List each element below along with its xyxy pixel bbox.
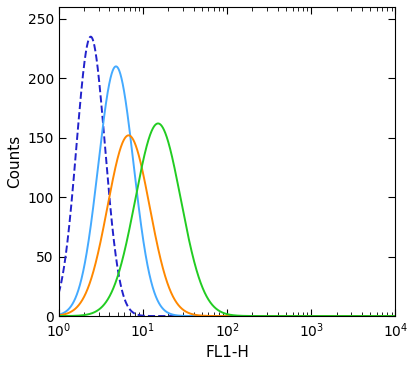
Line: Control (blue): Control (blue): [34, 37, 415, 316]
Line: Primary antibody (green): Primary antibody (green): [34, 123, 415, 316]
Isotype control (orange): [31, 314, 36, 318]
Primary antibody (green): [156, 121, 161, 126]
X-axis label: FL1-H: FL1-H: [205, 345, 249, 360]
Control (blue): [51, 304, 56, 308]
Isotype control (orange): [288, 314, 293, 318]
Isotype control (orange): [270, 314, 275, 318]
Control (blue): [177, 314, 182, 318]
Primary antibody (green): [31, 314, 36, 318]
Primary antibody (green): [177, 192, 182, 196]
Primary antibody (green): [51, 314, 56, 318]
Primary antibody (green): [288, 314, 293, 318]
Secondary only (light blue): [270, 314, 275, 318]
Primary antibody (green): [352, 314, 357, 318]
Secondary only (light blue): [330, 314, 335, 318]
Control (blue): [88, 34, 93, 39]
Secondary only (light blue): [31, 314, 36, 318]
Control (blue): [352, 314, 357, 318]
Secondary only (light blue): [352, 314, 357, 318]
Isotype control (orange): [177, 305, 182, 309]
Isotype control (orange): [330, 314, 335, 318]
Control (blue): [288, 314, 293, 318]
Y-axis label: Counts: Counts: [7, 135, 22, 188]
Secondary only (light blue): [51, 313, 56, 318]
Line: Isotype control (orange): Isotype control (orange): [34, 135, 415, 316]
Secondary only (light blue): [288, 314, 293, 318]
Primary antibody (green): [270, 314, 275, 318]
Isotype control (orange): [51, 313, 56, 318]
Isotype control (orange): [126, 133, 131, 138]
Isotype control (orange): [352, 314, 357, 318]
Primary antibody (green): [330, 314, 335, 318]
Secondary only (light blue): [113, 64, 118, 69]
Control (blue): [31, 314, 36, 318]
Control (blue): [270, 314, 275, 318]
Control (blue): [330, 314, 335, 318]
Secondary only (light blue): [177, 313, 182, 318]
Line: Secondary only (light blue): Secondary only (light blue): [34, 66, 415, 316]
